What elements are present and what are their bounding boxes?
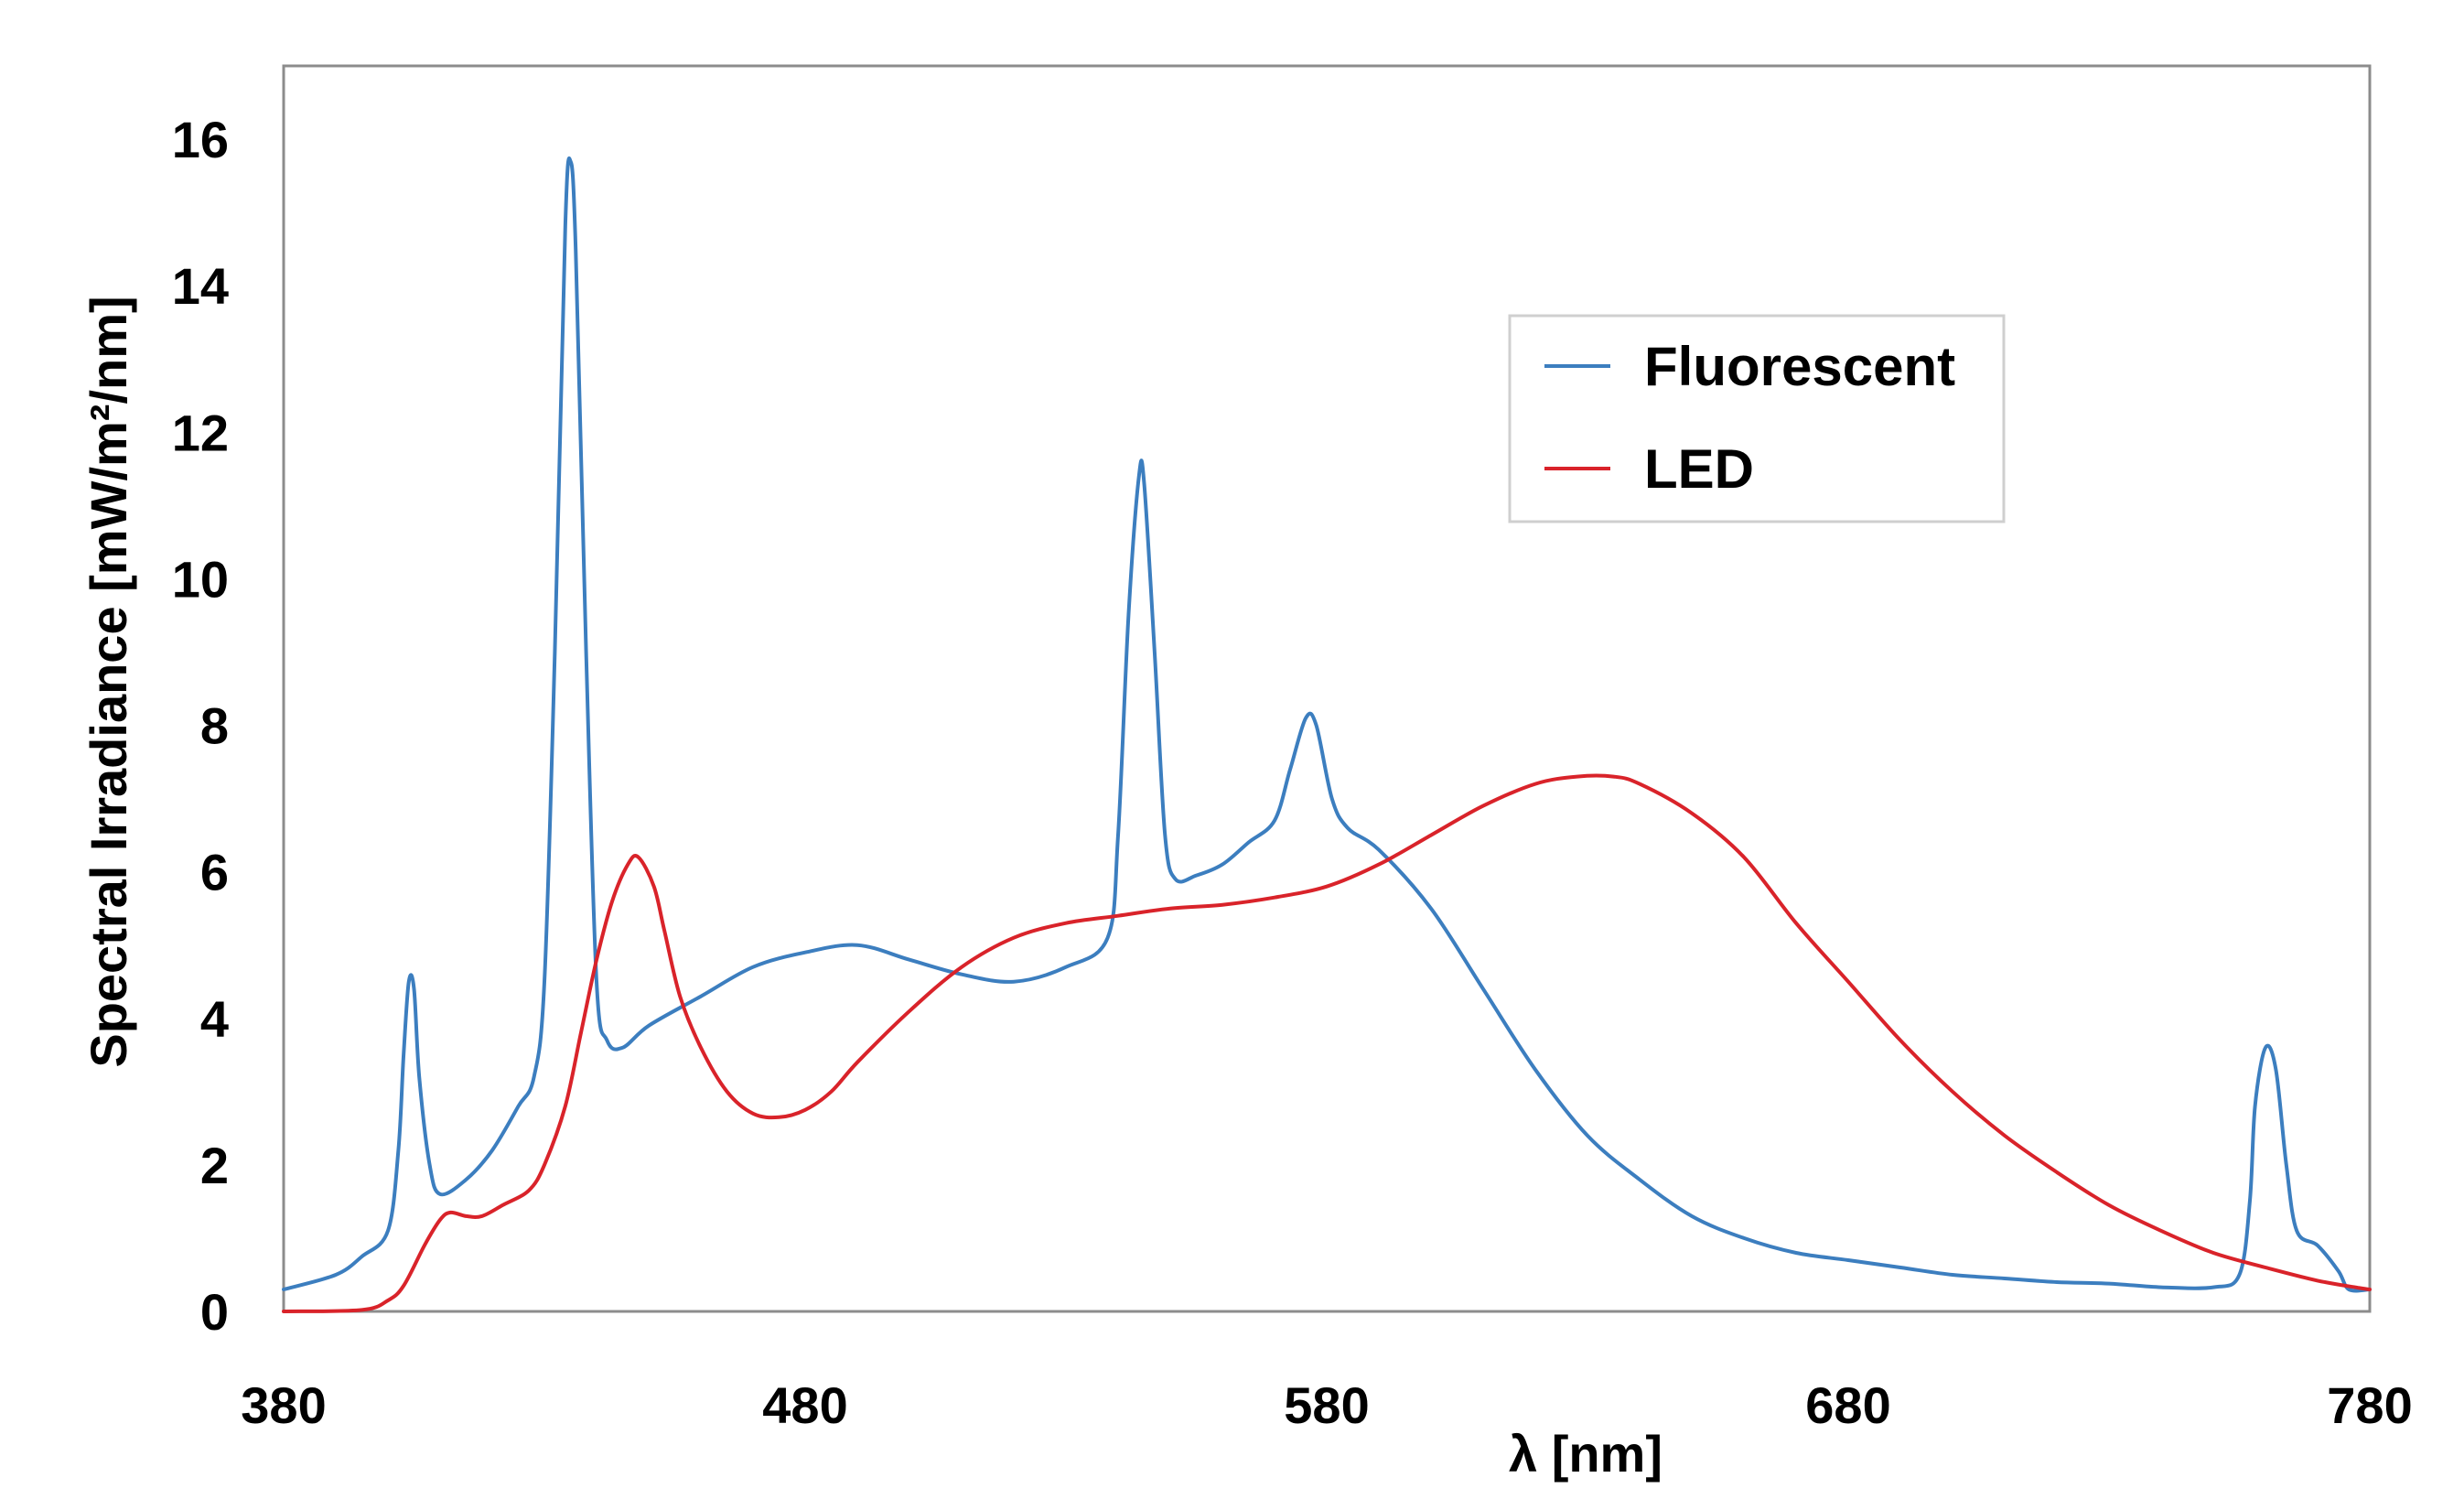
- y-tick-label: 6: [200, 844, 229, 901]
- plot-area: 0 2 4 6 8 10 12 14 16 380 480 580 680 780: [172, 64, 2413, 1434]
- y-tick-label: 0: [200, 1283, 229, 1341]
- legend: Fluorescent LED: [1508, 314, 2006, 523]
- y-tick-label: 14: [172, 257, 229, 315]
- series-lines: [282, 156, 2372, 1313]
- legend-label: LED: [1644, 438, 1754, 500]
- y-tick-label: 16: [172, 111, 229, 168]
- series-line-fluorescent: [282, 156, 2372, 1293]
- x-tick-label: 580: [1284, 1376, 1369, 1434]
- y-axis-ticks: 0 2 4 6 8 10 12 14 16: [172, 111, 229, 1341]
- x-tick-label: 380: [241, 1376, 326, 1434]
- plot-frame: [282, 64, 2372, 1313]
- y-tick-label: 10: [172, 550, 229, 608]
- legend-label: Fluorescent: [1644, 336, 1955, 397]
- y-tick-label: 12: [172, 404, 229, 461]
- x-axis-title: λ [nm]: [1509, 1425, 1662, 1483]
- x-axis-ticks: 380 480 580 680 780: [241, 1376, 2412, 1434]
- x-tick-label: 780: [2327, 1376, 2412, 1434]
- y-tick-label: 8: [200, 697, 229, 755]
- x-tick-label: 680: [1805, 1376, 1890, 1434]
- y-axis-title: Spectral Irradiance [mW/m²/nm]: [80, 296, 137, 1067]
- legend-box: [1508, 314, 2006, 523]
- y-tick-label: 2: [200, 1137, 229, 1194]
- series-line-led: [282, 773, 2372, 1313]
- y-tick-label: 4: [200, 990, 229, 1048]
- x-tick-label: 480: [762, 1376, 847, 1434]
